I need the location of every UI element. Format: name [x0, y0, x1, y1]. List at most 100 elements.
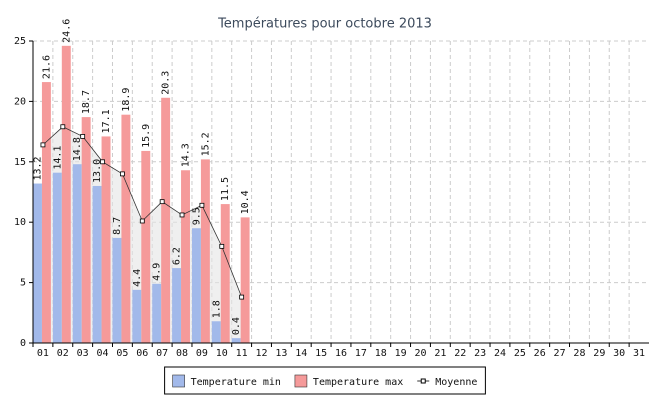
legend-label: Temperature min: [191, 377, 281, 388]
x-tick-label: 21: [434, 348, 446, 359]
value-label: 10.4: [240, 190, 251, 214]
value-label: 1.8: [211, 300, 222, 318]
bar: [220, 204, 230, 343]
bar: [81, 117, 91, 343]
line-marker: [139, 218, 145, 224]
value-label: 8.7: [112, 217, 123, 235]
x-tick-label: 25: [514, 348, 526, 359]
bar: [172, 268, 182, 343]
bar: [132, 289, 142, 343]
legend-swatch: [420, 378, 426, 384]
value-label: 15.2: [200, 132, 211, 156]
legend-swatch: [172, 374, 185, 388]
x-tick-label: 29: [593, 348, 605, 359]
value-label: 18.9: [121, 88, 132, 112]
bar: [181, 170, 190, 343]
y-tick-label: 5: [20, 278, 26, 289]
x-tick-label: 26: [534, 348, 546, 359]
bar: [161, 97, 171, 343]
bar: [72, 164, 82, 343]
y-tick-label: 20: [14, 96, 26, 107]
value-label: 17.1: [101, 109, 112, 133]
chart-title: Températures pour octobre 2013: [217, 17, 432, 32]
bar: [231, 338, 241, 343]
line-marker: [120, 171, 125, 177]
legend-swatch: [294, 374, 308, 388]
line-marker: [179, 212, 185, 218]
value-label: 14.8: [72, 137, 83, 161]
x-tick-label: 28: [573, 348, 585, 359]
value-label: 4.9: [152, 263, 163, 281]
x-tick-label: 16: [335, 348, 347, 359]
value-label: 13.2: [32, 156, 43, 180]
x-tick-label: 01: [37, 348, 49, 359]
x-tick-label: 10: [216, 348, 228, 359]
value-label: 14.1: [52, 146, 63, 170]
legend: Temperature min Temperature max Moyenne: [164, 366, 486, 395]
value-label: 14.3: [181, 143, 192, 167]
line-marker: [80, 134, 86, 139]
bar: [61, 45, 71, 343]
x-tick-label: 24: [494, 348, 506, 359]
bar: [141, 150, 151, 343]
value-label: 9.5: [191, 207, 202, 225]
bar: [92, 185, 102, 343]
value-label: 20.3: [161, 71, 172, 95]
bar: [101, 136, 111, 343]
value-label: 18.7: [81, 90, 92, 114]
value-label: 4.4: [132, 269, 143, 287]
x-tick-label: 03: [77, 348, 89, 359]
value-label: 13.0: [92, 159, 103, 183]
value-label: 24.6: [61, 19, 72, 43]
x-tick-label: 06: [136, 348, 148, 359]
x-tick-label: 20: [414, 348, 426, 359]
x-tick-label: 23: [474, 348, 486, 359]
bar: [200, 159, 210, 343]
line-marker: [159, 199, 165, 205]
y-tick-label: 15: [14, 157, 26, 168]
legend-box: [164, 366, 486, 395]
x-tick-label: 14: [295, 348, 307, 359]
x-tick-label: 13: [275, 348, 287, 359]
bar: [211, 321, 221, 343]
x-tick-label: 31: [633, 348, 645, 359]
value-label: 6.2: [172, 247, 183, 265]
value-label: 0.4: [231, 317, 242, 335]
x-tick-label: 12: [255, 348, 267, 359]
value-label: 11.5: [220, 177, 231, 201]
value-label: 15.9: [141, 124, 152, 148]
x-tick-label: 27: [554, 348, 566, 359]
y-tick-label: 25: [14, 36, 26, 47]
line-marker: [40, 142, 46, 148]
x-tick-label: 17: [355, 348, 367, 359]
x-tick-label: 19: [395, 348, 407, 359]
bar: [152, 283, 162, 343]
x-tick-label: 22: [454, 348, 466, 359]
legend-label: Moyenne: [435, 377, 477, 388]
bar: [52, 172, 62, 343]
line-marker: [60, 124, 66, 130]
y-tick-label: 0: [20, 338, 26, 349]
line-marker: [219, 243, 225, 249]
line-marker: [239, 294, 245, 300]
y-tick-label: 10: [14, 217, 26, 228]
x-tick-label: 05: [116, 348, 128, 359]
line-marker: [199, 202, 205, 208]
x-tick-label: 11: [236, 348, 248, 359]
x-tick-label: 07: [156, 348, 168, 359]
bar: [191, 228, 201, 343]
x-tick-label: 02: [57, 348, 69, 359]
x-tick-label: 15: [315, 348, 327, 359]
line-marker: [100, 159, 105, 165]
legend-label: Temperature max: [313, 377, 403, 388]
x-tick-label: 30: [613, 348, 625, 359]
bar: [240, 217, 250, 343]
x-tick-label: 08: [176, 348, 188, 359]
bar: [121, 114, 131, 343]
x-tick-label: 18: [375, 348, 387, 359]
value-label: 21.6: [41, 55, 52, 79]
bar: [41, 82, 51, 344]
x-tick-label: 09: [196, 348, 208, 359]
bar: [112, 237, 122, 343]
